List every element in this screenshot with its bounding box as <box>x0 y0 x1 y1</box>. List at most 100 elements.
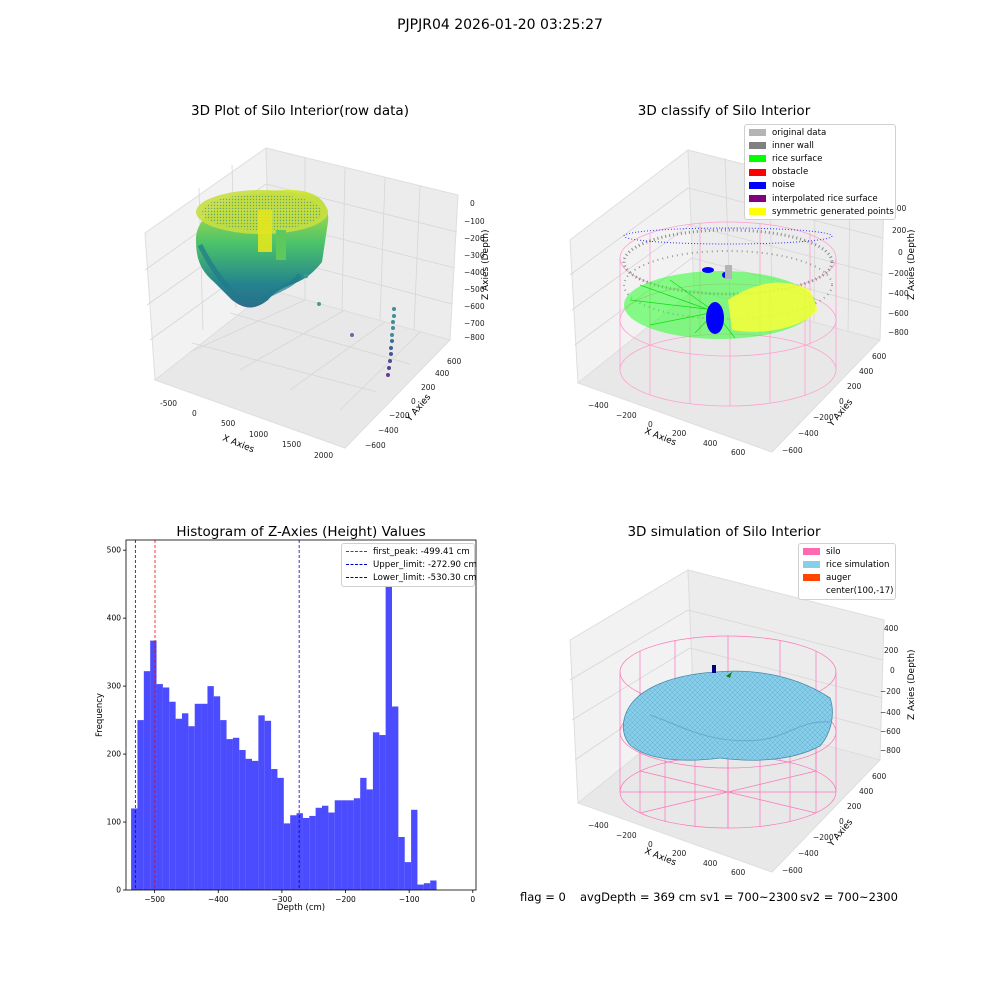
legend-line <box>346 551 367 553</box>
histogram-bar <box>296 813 303 890</box>
classify-ztick-2: 0 <box>898 248 903 257</box>
classify-xtick-1: −200 <box>616 411 637 420</box>
histogram-xtick-label: 0 <box>470 895 475 904</box>
histogram-ytick-label: 100 <box>107 818 122 827</box>
classify-ytick-2: 200 <box>847 382 862 391</box>
histogram-yticks: 0 100 200 300 400 500 <box>107 546 126 895</box>
legend-label: symmetric generated points <box>772 206 894 217</box>
histogram-bar <box>220 720 227 890</box>
simulation-ytick-6: −600 <box>782 866 803 875</box>
histogram-bar <box>232 737 240 890</box>
simulation-center-marker <box>726 672 732 678</box>
raw-ytick-2: 200 <box>421 383 436 392</box>
status-sv1: sv1 = 700~2300 <box>700 890 798 904</box>
histogram-bar <box>156 684 163 890</box>
raw-xtick-0: -500 <box>160 399 177 408</box>
classify-ztick-4: −400 <box>888 289 909 298</box>
histogram-bar <box>315 807 322 890</box>
classify-3d-plot: −400 −200 0 200 400 600 600 400 200 0 −2… <box>569 149 917 457</box>
histogram-bar <box>353 798 361 890</box>
simulation-ytick-4: −200 <box>813 833 834 842</box>
histogram-bar <box>347 800 354 890</box>
raw-ytick-1: 400 <box>435 369 450 378</box>
histogram-xlabel: Depth (cm) <box>277 903 325 913</box>
raw-ztick-6: −600 <box>464 302 485 311</box>
classify-ztick-3: −200 <box>888 269 909 278</box>
histogram-xtick-label: −300 <box>272 895 293 904</box>
histogram-bar <box>322 805 329 890</box>
legend-swatch <box>803 588 820 595</box>
simulation-xtick-1: −200 <box>616 831 637 840</box>
legend-swatch <box>749 208 766 216</box>
simulation-xtick-4: 400 <box>703 859 718 868</box>
classify-ytick-3: 0 <box>839 397 844 406</box>
legend-swatch <box>803 561 820 569</box>
legend-label: center(100,-17) <box>826 586 894 597</box>
classify-xtick-2: 0 <box>648 420 653 429</box>
raw-xtick-5: 2000 <box>314 451 333 460</box>
histogram-title: Histogram of Z-Axies (Height) Values <box>176 524 426 540</box>
histogram-bar <box>372 732 380 890</box>
histogram-bar <box>252 760 259 890</box>
histogram-bar <box>188 726 195 890</box>
histogram-bar <box>423 883 431 890</box>
histogram-xticks: −500 −400 −300 −200 −100 0 <box>144 890 475 904</box>
histogram-xtick-label: −500 <box>144 895 165 904</box>
legend-swatch <box>803 574 820 582</box>
simulation-ztick-4: −400 <box>880 708 901 717</box>
raw-ytick-3: 0 <box>411 397 416 406</box>
simulation-legend-item: center(100,-17) <box>799 585 895 598</box>
raw-xtick-4: 1500 <box>282 440 301 449</box>
simulation-legend-item: auger <box>799 571 895 584</box>
legend-line <box>346 564 367 566</box>
histogram-axes-frame <box>125 539 477 891</box>
histogram-bar <box>341 800 348 890</box>
histogram-legend: first_peak: -499.41 cm Upper_limit: -272… <box>341 543 477 587</box>
raw-ztick-0: 0 <box>470 199 475 208</box>
raw-grid <box>144 158 458 411</box>
histogram-bar <box>194 703 202 890</box>
raw-ztick-4: −400 <box>464 268 485 277</box>
classify-legend-item: symmetric generated points <box>745 205 895 218</box>
simulation-ztick-5: −600 <box>880 727 901 736</box>
histogram-bar <box>264 720 272 890</box>
histogram-legend-item: Upper_limit: -272.90 cm <box>342 558 477 571</box>
legend-label: first_peak: -499.41 cm <box>373 546 470 557</box>
raw-outlier-column <box>386 307 396 377</box>
simulation-legend: silo rice simulation auger center(100,-1… <box>798 543 896 600</box>
legend-label: Upper_limit: -272.90 cm <box>373 559 477 570</box>
histogram-bar <box>385 556 392 890</box>
classify-legend-item: interpolated rice surface <box>745 192 895 205</box>
histogram-bar <box>143 671 151 890</box>
raw-ytick-4: −200 <box>389 411 410 420</box>
histogram-xtick-label: −400 <box>208 895 229 904</box>
histogram-bar <box>150 640 157 890</box>
histogram-ylabel: Frequency <box>95 693 105 737</box>
raw-zlabel: Z Axies (Depth) <box>481 229 491 300</box>
simulation-legend-item: silo <box>799 545 895 558</box>
raw-ytick-6: −600 <box>365 441 386 450</box>
simulation-xtick-0: −400 <box>588 821 609 830</box>
histogram-bar <box>366 789 373 890</box>
simulation-ytick-2: 200 <box>847 802 862 811</box>
histogram-bar <box>328 812 335 890</box>
histogram-bar <box>245 758 252 890</box>
classify-ztick-6: −800 <box>888 328 909 337</box>
histogram-bar <box>430 880 437 890</box>
status-flag: flag = 0 <box>520 890 566 904</box>
classify-ztick-5: −600 <box>888 309 909 318</box>
classify-ytick-1: 400 <box>859 367 874 376</box>
simulation-ztick-6: −800 <box>880 746 901 755</box>
histogram-ytick-label: 400 <box>107 614 122 623</box>
histogram-bar <box>169 701 176 890</box>
histogram-ytick-label: 300 <box>107 682 122 691</box>
raw-xtick-1: 0 <box>192 409 197 418</box>
raw-ytick-0: 600 <box>447 357 462 366</box>
histogram-bar <box>277 777 284 890</box>
histogram-ytick-label: 500 <box>107 546 122 555</box>
histogram-ytick-label: 0 <box>116 886 121 895</box>
histogram-xtick-label: −100 <box>399 895 420 904</box>
histogram-bar <box>201 703 208 890</box>
raw-ztick-5: −500 <box>464 285 485 294</box>
legend-swatch <box>749 181 766 189</box>
